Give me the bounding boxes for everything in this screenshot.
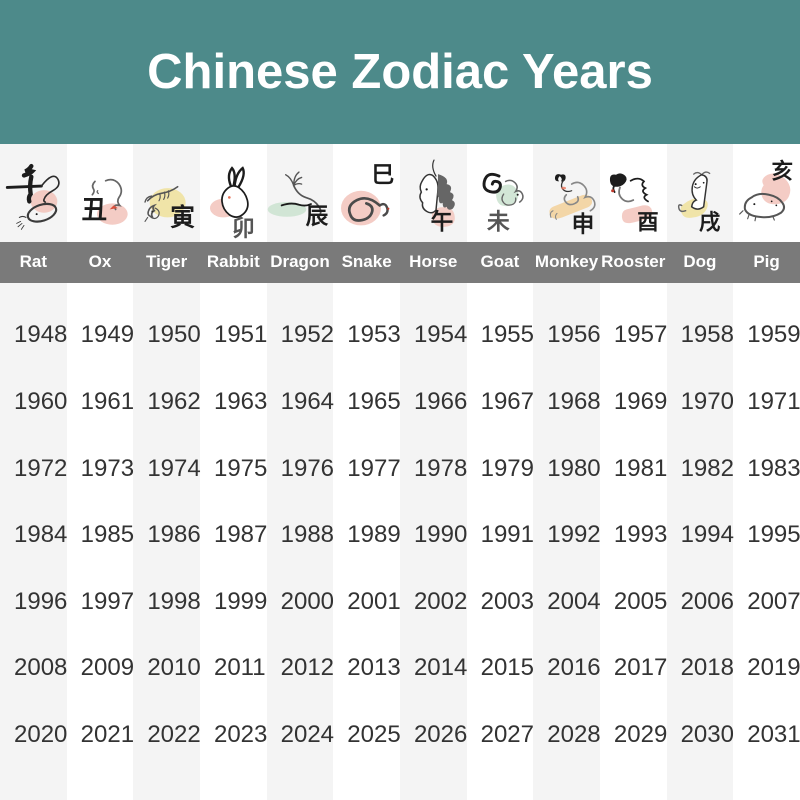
svg-text:午: 午 bbox=[431, 208, 454, 234]
svg-text:亥: 亥 bbox=[772, 159, 793, 184]
svg-text:巳: 巳 bbox=[372, 162, 395, 188]
svg-text:丑: 丑 bbox=[81, 197, 106, 225]
svg-text:寅: 寅 bbox=[171, 202, 196, 231]
svg-text:戌: 戌 bbox=[699, 210, 720, 234]
svg-text:卯: 卯 bbox=[232, 215, 255, 241]
svg-text:未: 未 bbox=[487, 208, 510, 234]
svg-text:申: 申 bbox=[572, 211, 595, 237]
svg-text:酉: 酉 bbox=[637, 210, 658, 234]
svg-text:辰: 辰 bbox=[305, 203, 328, 229]
